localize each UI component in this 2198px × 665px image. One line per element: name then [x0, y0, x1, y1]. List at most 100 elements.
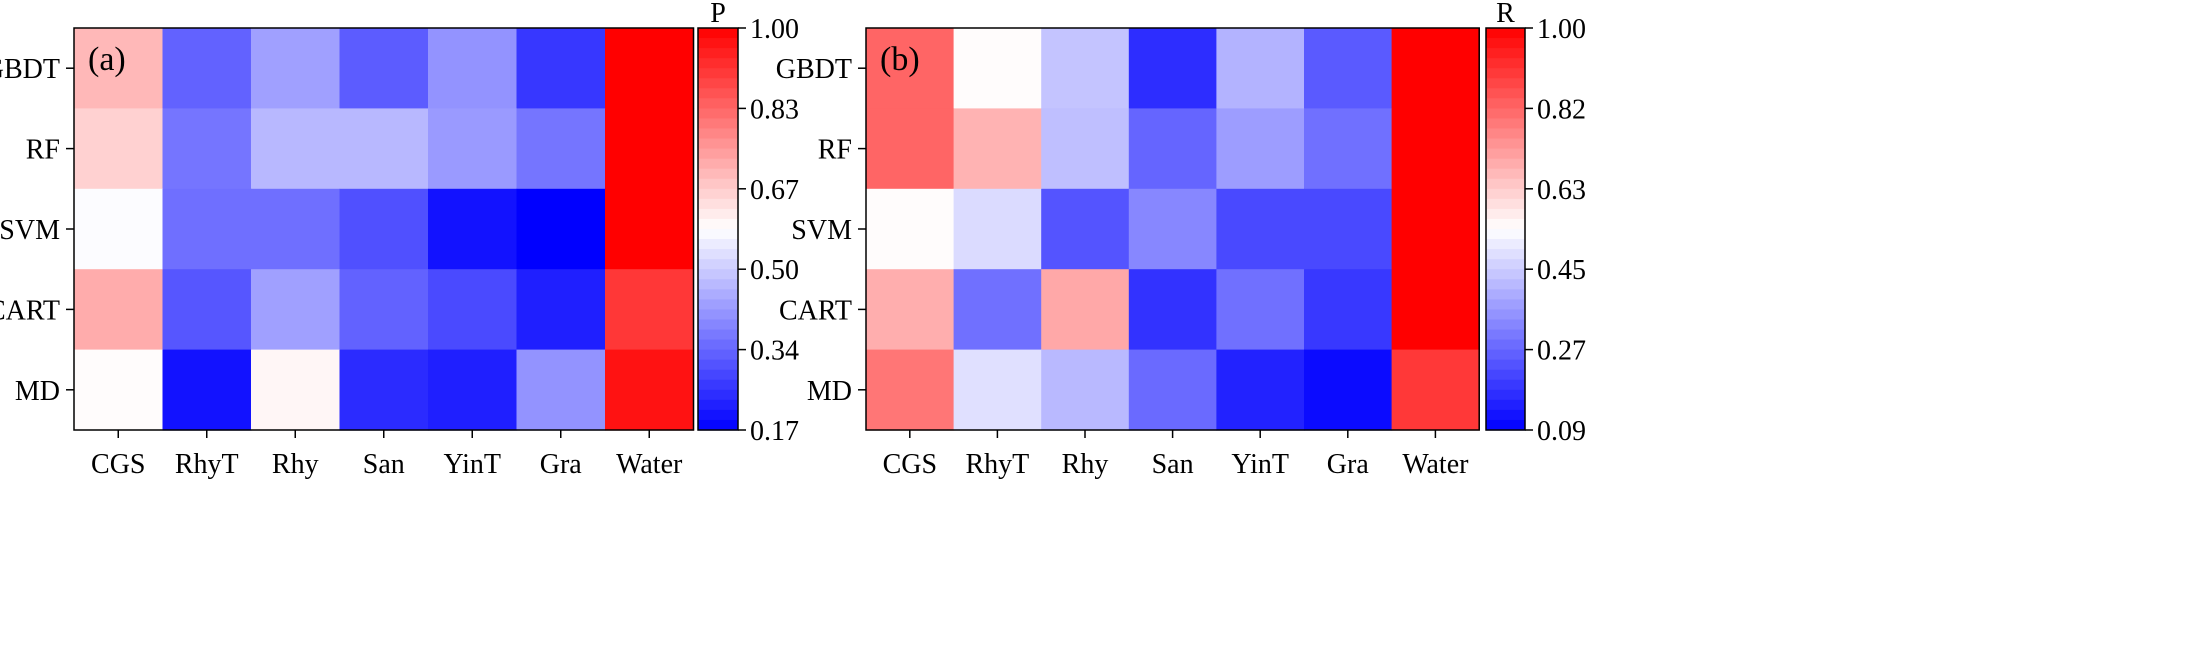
colorbar-title: R: [1496, 0, 1515, 29]
colorbar-step: [698, 369, 738, 381]
colorbar-step: [698, 259, 738, 270]
colorbar-step: [698, 249, 738, 260]
colorbar-step: [698, 359, 738, 371]
x-label-cgs: CGS: [883, 449, 937, 480]
colorbar-tick-label: 0.82: [1537, 94, 1586, 125]
cell-rf-rhyt: [953, 108, 1042, 190]
cell-md-rhy: [1041, 349, 1130, 431]
colorbar-tick-label: 1.00: [1537, 14, 1586, 45]
cell-gbdt-water: [1391, 28, 1480, 109]
cell-md-water: [605, 349, 695, 431]
cell-rf-cgs: [866, 108, 955, 190]
colorbar-step: [698, 329, 738, 341]
colorbar-step: [698, 108, 738, 120]
y-label-rf: RF: [818, 135, 852, 166]
cell-md-yint: [428, 349, 518, 431]
colorbar-step: [1486, 138, 1525, 150]
cell-rf-rhyt: [162, 108, 252, 190]
colorbar-step: [698, 118, 738, 130]
colorbar-step: [698, 98, 738, 109]
colorbar-step: [1486, 208, 1525, 220]
colorbar-step: [698, 158, 738, 170]
cell-rf-san: [339, 108, 429, 190]
colorbar-step: [698, 419, 738, 431]
colorbar-step: [698, 208, 738, 220]
x-label-gra: Gra: [540, 449, 583, 480]
colorbar-step: [1486, 178, 1525, 190]
colorbar-step: [1486, 359, 1525, 371]
cell-svm-cgs: [866, 188, 955, 270]
cell-gbdt-cgs: [866, 28, 955, 109]
cell-gbdt-water: [605, 28, 695, 109]
colorbar-step: [698, 68, 738, 79]
x-label-cgs: CGS: [91, 449, 145, 480]
cell-md-cgs: [74, 349, 164, 431]
cell-svm-water: [1391, 188, 1480, 270]
colorbar-step: [1486, 299, 1525, 310]
colorbar-step: [1486, 309, 1525, 321]
panel-label: (a): [88, 41, 126, 78]
x-label-rhy: Rhy: [1062, 449, 1109, 480]
cell-md-rhyt: [953, 349, 1042, 431]
cell-md-gra: [1304, 349, 1393, 431]
x-label-san: San: [1152, 449, 1194, 480]
cell-cart-rhyt: [953, 269, 1042, 351]
cell-svm-rhy: [251, 188, 341, 270]
colorbar-step: [1486, 78, 1525, 89]
colorbar-step: [1486, 108, 1525, 120]
panel-label: (b): [880, 41, 920, 78]
x-label-san: San: [363, 449, 405, 480]
colorbar-step: [698, 218, 738, 230]
colorbar-step: [1486, 369, 1525, 381]
colorbar-tick-label: 0.83: [750, 94, 799, 125]
colorbar-step: [1486, 48, 1525, 59]
cell-svm-gra: [516, 188, 606, 270]
cell-svm-rhy: [1041, 188, 1130, 270]
colorbar-step: [1486, 339, 1525, 351]
colorbar-tick-label: 0.27: [1537, 336, 1586, 367]
colorbar-step: [1486, 148, 1525, 160]
cell-rf-water: [1391, 108, 1480, 190]
colorbar-step: [1486, 188, 1525, 200]
colorbar-step: [698, 349, 738, 361]
colorbar-step: [698, 239, 738, 250]
panel-a-heatmap: (a) GBDT RF SVM CART MD CGS RhyT Rhy San YinT Gra Wa…: [0, 0, 799, 480]
colorbar-step: [698, 389, 738, 401]
colorbar-frame: [697, 27, 739, 431]
colorbar-step: [1486, 158, 1525, 170]
cell-gbdt-san: [1128, 28, 1217, 109]
colorbar-step: [1486, 98, 1525, 109]
cell-rf-rhy: [1041, 108, 1130, 190]
colorbar-title: P: [710, 0, 726, 29]
cell-cart-water: [1391, 269, 1480, 351]
cell-rf-water: [605, 108, 695, 190]
cell-cart-cgs: [74, 269, 164, 351]
colorbar-step: [698, 319, 738, 331]
y-label-gbdt: GBDT: [776, 54, 852, 85]
colorbar-step: [698, 88, 738, 99]
y-label-svm: SVM: [0, 215, 60, 246]
colorbar-step: [698, 168, 738, 180]
cell-cart-rhyt: [162, 269, 252, 351]
cell-gbdt-rhyt: [162, 28, 252, 109]
colorbar-step: [1486, 349, 1525, 361]
cell-gbdt-gra: [1304, 28, 1393, 109]
cell-svm-san: [1128, 188, 1217, 270]
colorbar-step: [1486, 28, 1525, 39]
colorbar-tick-label: 0.50: [750, 255, 799, 286]
cell-svm-cgs: [74, 188, 164, 270]
y-label-cart: CART: [779, 295, 852, 326]
cell-md-san: [1128, 349, 1217, 431]
colorbar-step: [1486, 289, 1525, 300]
x-label-yint: YinT: [1231, 449, 1289, 480]
colorbar-step: [1486, 239, 1525, 250]
cell-md-rhy: [251, 349, 341, 431]
cell-gbdt-yint: [1216, 28, 1305, 109]
cell-gbdt-gra: [516, 28, 606, 109]
colorbar-step: [1486, 68, 1525, 79]
colorbar-tick-label: 1.00: [750, 14, 799, 45]
colorbar-step: [698, 309, 738, 321]
cell-cart-water: [605, 269, 695, 351]
cell-svm-rhyt: [953, 188, 1042, 270]
cell-md-rhyt: [162, 349, 252, 431]
